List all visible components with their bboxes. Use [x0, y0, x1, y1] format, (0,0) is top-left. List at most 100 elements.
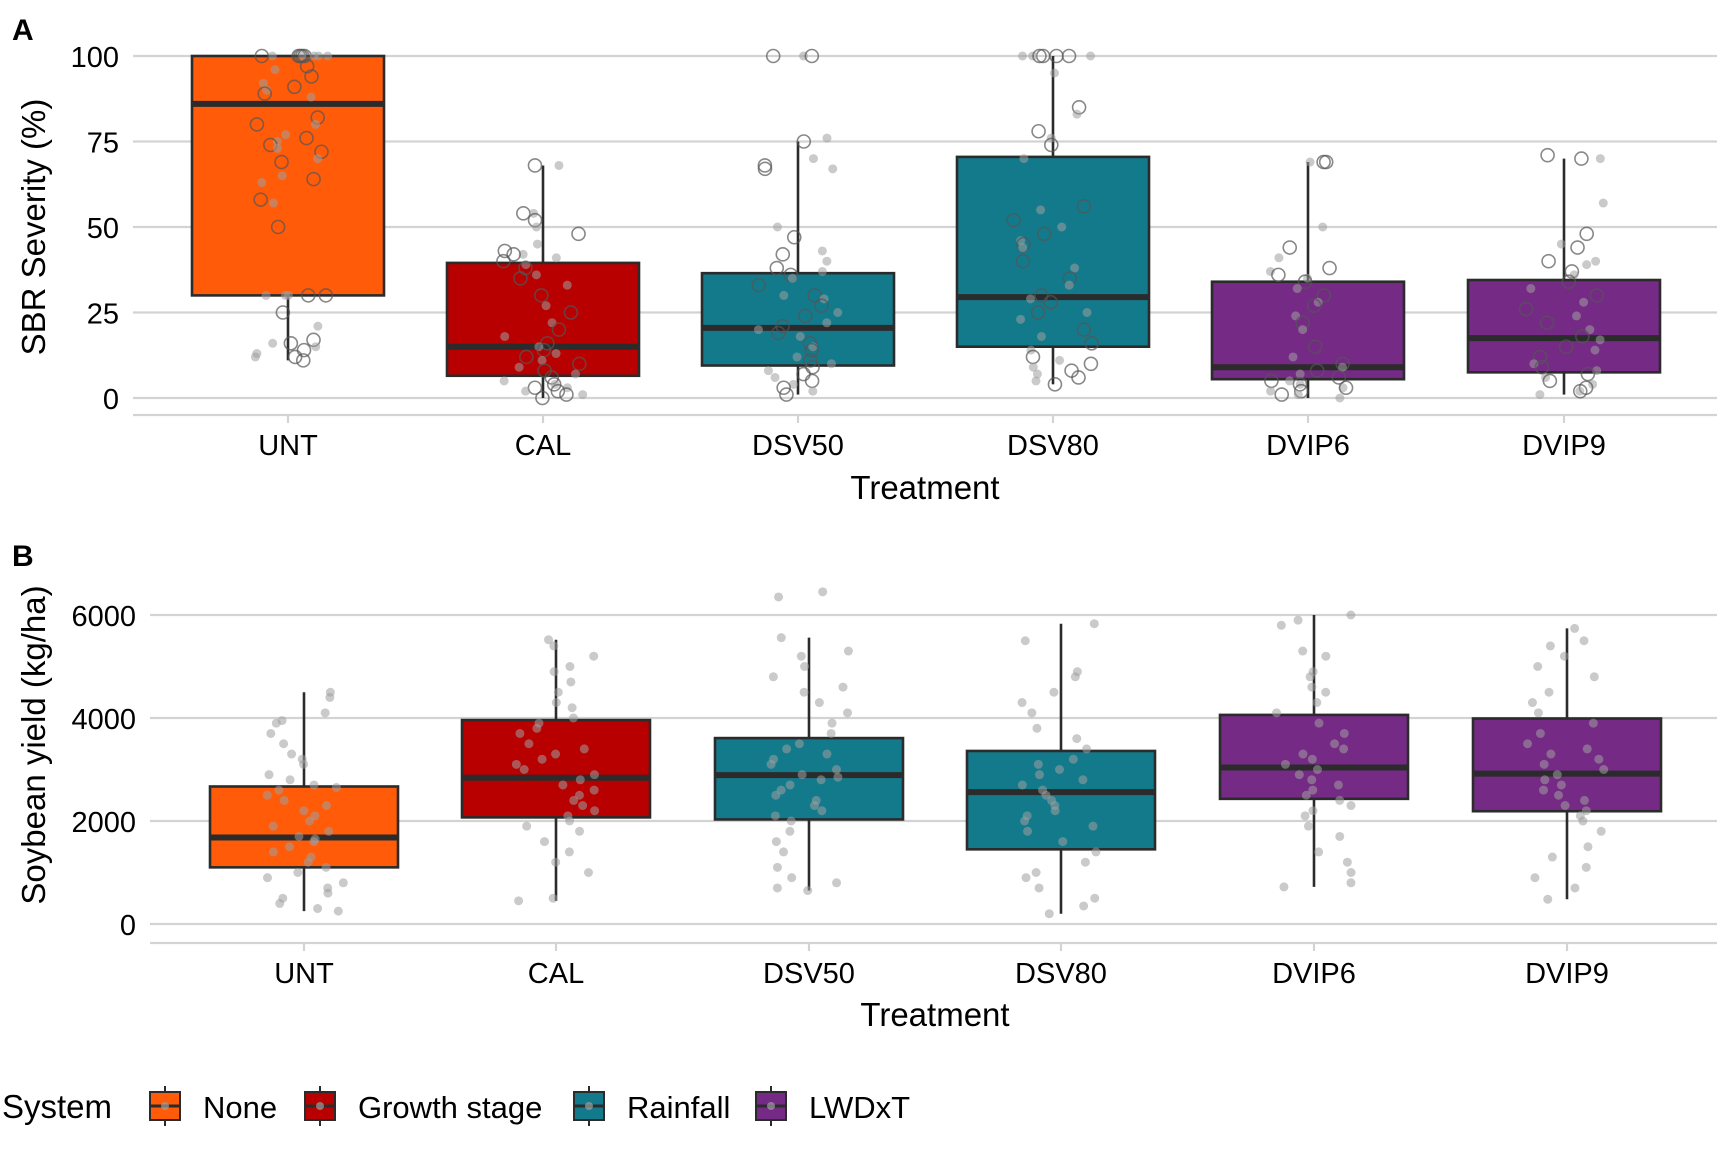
data-point — [814, 298, 829, 313]
data-point — [1575, 329, 1590, 344]
legend-label: Rainfall — [627, 1090, 730, 1125]
data-point — [1331, 370, 1347, 385]
data-point — [547, 318, 557, 328]
data-point — [808, 386, 818, 396]
data-point — [264, 770, 274, 780]
data-point — [1591, 256, 1601, 266]
data-point — [272, 137, 282, 146]
panel-b-y-axis-title: Soybean yield (kg/ha) — [15, 585, 52, 904]
data-point — [268, 338, 278, 348]
data-point — [1091, 847, 1101, 857]
data-point — [1535, 390, 1545, 400]
data-point — [1016, 314, 1026, 324]
data-point — [1559, 651, 1569, 661]
data-point — [766, 759, 776, 769]
data-point — [541, 301, 551, 311]
data-point — [1330, 739, 1340, 749]
data-point — [797, 770, 807, 780]
data-point — [324, 826, 334, 836]
y-tick-label: 75 — [87, 128, 119, 160]
data-point — [1552, 770, 1562, 780]
data-point — [558, 780, 568, 790]
data-point — [1089, 619, 1099, 629]
data-point — [826, 728, 836, 738]
data-point — [779, 290, 789, 300]
box-unt — [208, 785, 400, 869]
data-point — [1061, 48, 1077, 64]
data-point — [1030, 305, 1046, 320]
data-point — [261, 290, 271, 300]
panel-a-x-axis-title: Treatment — [850, 469, 999, 506]
data-point — [551, 857, 561, 867]
legend-title: System — [2, 1088, 112, 1125]
data-point — [1590, 345, 1600, 355]
data-point — [776, 633, 786, 643]
data-point — [1050, 806, 1060, 816]
data-point — [1298, 749, 1308, 759]
data-point — [1291, 311, 1301, 321]
data-point — [546, 377, 562, 392]
y-tick-label: 50 — [87, 213, 119, 245]
data-point — [275, 898, 285, 908]
data-point — [1579, 795, 1589, 805]
data-point — [833, 772, 843, 782]
data-point — [822, 749, 832, 759]
box-cal — [460, 718, 652, 819]
data-point — [1015, 253, 1031, 269]
data-point — [816, 775, 826, 785]
data-point — [249, 117, 265, 132]
data-point — [1068, 754, 1078, 764]
data-point — [768, 672, 778, 682]
data-point — [548, 893, 558, 903]
data-point — [279, 739, 289, 749]
y-tick-label: 25 — [87, 299, 119, 331]
data-point — [1540, 147, 1555, 163]
data-point — [772, 883, 782, 893]
data-point — [318, 288, 334, 303]
data-point — [281, 130, 291, 140]
data-point — [1518, 301, 1534, 317]
data-point — [1532, 349, 1548, 365]
data-point — [1542, 373, 1558, 389]
data-point — [1079, 901, 1089, 911]
data-point — [311, 342, 321, 352]
data-point — [532, 239, 542, 249]
data-point — [299, 130, 314, 146]
data-point — [303, 857, 313, 867]
data-point — [527, 158, 543, 173]
data-point — [537, 754, 547, 764]
data-point — [496, 253, 511, 269]
data-point — [1047, 377, 1063, 392]
data-point — [1571, 311, 1581, 321]
data-point — [562, 280, 572, 290]
data-point — [524, 739, 534, 749]
y-tick-label: 6000 — [71, 601, 136, 633]
data-point — [803, 886, 813, 896]
data-point — [1570, 883, 1580, 893]
data-point — [522, 821, 532, 831]
data-point — [323, 888, 333, 898]
data-point — [799, 687, 809, 697]
data-point — [544, 635, 554, 645]
data-point — [1070, 672, 1080, 682]
data-point — [320, 708, 330, 718]
data-point — [788, 379, 798, 389]
data-point — [792, 352, 802, 362]
data-point — [1309, 363, 1325, 378]
data-point — [1031, 123, 1046, 139]
data-point — [1086, 51, 1096, 61]
data-point — [1271, 267, 1286, 283]
data-point — [1339, 744, 1349, 754]
data-point — [1538, 785, 1548, 795]
data-point — [1540, 775, 1550, 785]
data-point — [1314, 847, 1324, 857]
data-point — [1598, 198, 1608, 208]
data-point — [794, 739, 804, 749]
box-unt — [190, 54, 386, 297]
data-point — [258, 78, 268, 88]
legend-key-point — [585, 1102, 593, 1110]
data-point — [534, 288, 549, 303]
data-point — [1294, 770, 1304, 780]
legend-label: LWDxT — [809, 1090, 910, 1125]
data-point — [1034, 883, 1044, 893]
